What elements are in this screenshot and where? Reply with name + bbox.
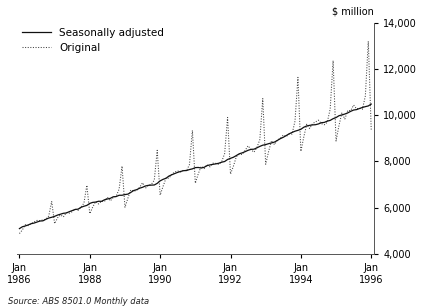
Seasonally adjusted (345, 111, 350, 115)
Seasonally adjusted (166, 174, 171, 178)
Original (254, 146, 259, 150)
Seasonally adjusted (369, 102, 374, 106)
Original (99, 200, 104, 203)
Legend: Seasonally adjusted, Original: Seasonally adjusted, Original (22, 28, 164, 53)
Line: Original: Original (20, 41, 371, 234)
Line: Seasonally adjusted: Seasonally adjusted (20, 104, 371, 229)
Original (345, 109, 350, 112)
Original (369, 128, 374, 132)
Original (17, 232, 22, 235)
Original (52, 222, 57, 225)
Text: $ million: $ million (332, 7, 374, 17)
Seasonally adjusted (17, 227, 22, 231)
Seasonally adjusted (52, 215, 57, 218)
Original (166, 177, 171, 180)
Original (237, 153, 242, 156)
Original (366, 39, 371, 43)
Seasonally adjusted (99, 200, 104, 203)
Seasonally adjusted (237, 152, 242, 156)
Text: Source: ABS 8501.0 Monthly data: Source: ABS 8501.0 Monthly data (8, 297, 150, 306)
Seasonally adjusted (254, 146, 259, 150)
